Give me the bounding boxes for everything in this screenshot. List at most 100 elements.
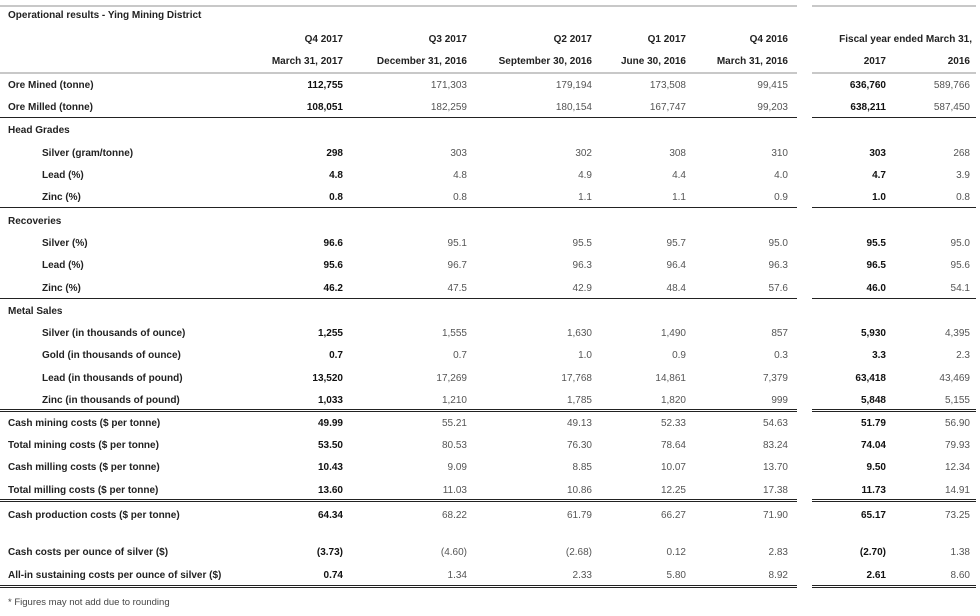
fiscal-year-column: 2016 [947,56,970,67]
table-cell: (4.60) [440,547,467,558]
table-cell: 0.9 [672,350,686,361]
table-cell: 1,255 [317,328,343,339]
row-label: Total milling costs ($ per tonne) [8,485,159,496]
divider [812,499,976,502]
table-title: Operational results - Ying Mining Distri… [8,10,202,21]
table-cell: 12.25 [660,485,686,496]
table-cell: 2.33 [572,570,592,581]
table-cell: 4.0 [774,170,788,181]
table-cell: 10.86 [566,485,592,496]
table-cell: 96.3 [768,260,788,271]
table-cell: 302 [575,148,592,159]
divider [0,409,797,412]
divider [0,72,797,74]
table-cell: 78.64 [660,440,686,451]
table-cell: 95.1 [447,238,467,249]
table-cell: 52.33 [660,418,686,429]
table-cell: 55.21 [441,418,467,429]
table-cell: 95.0 [950,238,970,249]
table-cell: 182,259 [430,102,467,113]
table-cell: 73.25 [944,510,970,521]
table-cell: 4.4 [672,170,686,181]
column-period: Q4 2017 [304,34,343,45]
column-date: June 30, 2016 [620,56,686,67]
row-label: Total mining costs ($ per tonne) [8,440,159,451]
row-label: Zinc (in thousands of pound) [42,395,180,406]
table-cell: 5,930 [860,328,886,339]
table-cell: 57.6 [768,283,788,294]
divider [812,409,976,412]
table-cell: 76.30 [566,440,592,451]
divider [0,585,797,588]
table-cell: 71.90 [762,510,788,521]
table-cell: 310 [771,148,788,159]
row-label: Silver (in thousands of ounce) [42,328,186,339]
row-label: Cash milling costs ($ per tonne) [8,462,160,473]
divider [0,499,797,502]
table-cell: 46.0 [866,283,886,294]
row-label: Zinc (%) [42,192,81,203]
table-cell: 96.3 [572,260,592,271]
row-label: Ore Mined (tonne) [8,80,94,91]
column-date: March 31, 2016 [716,56,788,67]
column-date: March 31, 2017 [271,56,343,67]
row-label: Cash mining costs ($ per tonne) [8,418,161,429]
divider [812,585,976,588]
table-cell: 999 [771,395,788,406]
table-cell: 14.91 [944,485,970,496]
table-cell: (2.68) [565,547,592,558]
table-cell: 857 [771,328,788,339]
column-period: Q1 2017 [647,34,686,45]
table-cell: 1,490 [660,328,686,339]
table-cell: 61.79 [566,510,592,521]
table-cell: 1,785 [566,395,592,406]
table-cell: 180,154 [555,102,592,113]
table-cell: 2.83 [768,547,788,558]
table-cell: (2.70) [859,547,886,558]
table-cell: 12.34 [944,462,970,473]
section-header: Head Grades [8,125,70,136]
table-cell: 56.90 [944,418,970,429]
table-cell: 51.79 [860,418,886,429]
table-cell: 3.3 [872,350,886,361]
divider [812,72,976,74]
row-label: Gold (in thousands of ounce) [42,350,181,361]
table-cell: 42.9 [572,283,592,294]
table-cell: 47.5 [447,283,467,294]
column-date: September 30, 2016 [498,56,592,67]
table-cell: 0.8 [956,192,970,203]
table-cell: 303 [869,148,886,159]
table-cell: 49.99 [317,418,343,429]
table-cell: 95.5 [572,238,592,249]
table-cell: 1.38 [950,547,970,558]
table-cell: 1,820 [660,395,686,406]
table-cell: 14,861 [655,373,686,384]
table-cell: 1,630 [566,328,592,339]
table-cell: 54.63 [762,418,788,429]
table-cell: 108,051 [306,102,343,113]
divider [0,298,797,299]
table-cell: 43,469 [939,373,970,384]
table-cell: 68.22 [441,510,467,521]
table-cell: 0.12 [666,547,686,558]
divider [0,117,797,118]
divider [812,5,976,7]
table-cell: 638,211 [850,102,886,113]
table-cell: 80.53 [441,440,467,451]
table-cell: 46.2 [323,283,343,294]
row-label: Lead (%) [42,170,84,181]
table-cell: 8.85 [572,462,592,473]
table-cell: 8.60 [950,570,970,581]
table-cell: 96.4 [666,260,686,271]
table-cell: 589,766 [933,80,970,91]
table-cell: 13.60 [317,485,343,496]
table-cell: 636,760 [849,80,886,91]
table-cell: 173,508 [649,80,686,91]
table-cell: 17,269 [436,373,467,384]
table-cell: 0.7 [329,350,343,361]
table-cell: 308 [669,148,686,159]
table-cell: 13.70 [762,462,788,473]
table-cell: 63,418 [855,373,886,384]
table-cell: 4.8 [453,170,467,181]
table-cell: 171,303 [430,80,467,91]
